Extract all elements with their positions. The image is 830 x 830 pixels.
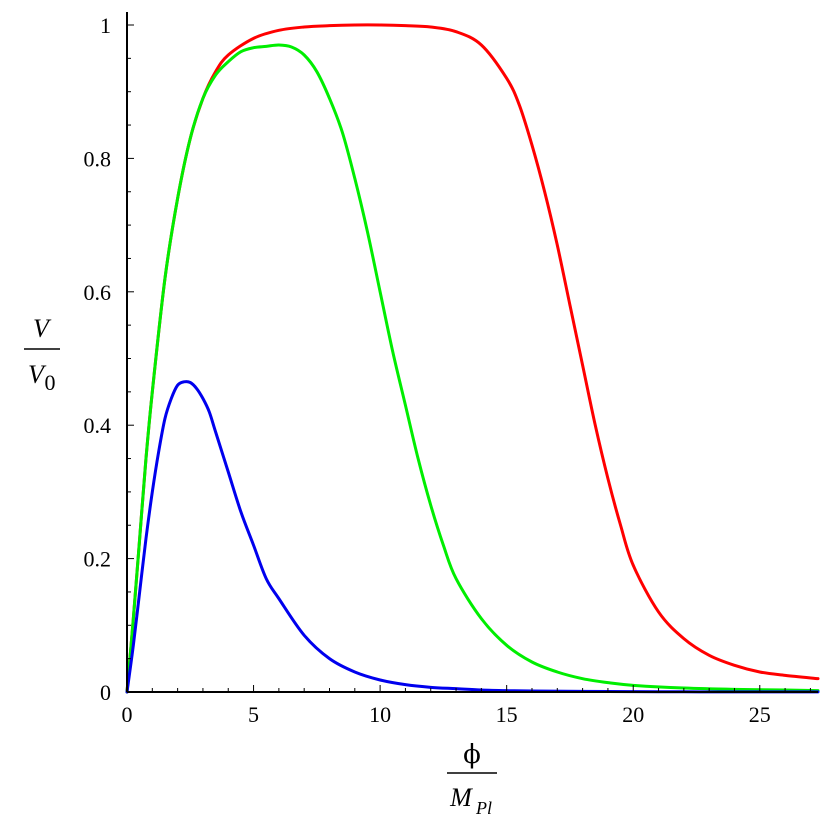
x-tick-label: 15 [496,702,518,727]
axes-layer [126,12,818,693]
y-tick-label: 0.6 [84,280,112,305]
x-tick-label: 25 [749,702,771,727]
curves-layer [125,23,820,694]
x-label-denominator: M [449,783,473,812]
y-tick-label: 0.2 [84,547,112,572]
y-tick-label: 1 [100,13,111,38]
series-red-line [125,23,820,694]
x-tick-label: 5 [248,702,259,727]
y-label-numerator: V [33,314,52,343]
x-tick-label: 20 [622,702,644,727]
y-tick-label: 0 [100,680,111,705]
x-label-denominator-subscript: Pl [475,798,492,818]
y-label-denominator-subscript: 0 [45,370,56,395]
x-tick-label: 0 [122,702,133,727]
x-label-numerator: ϕ [463,740,481,770]
x-axis-label: ϕ M Pl [447,740,497,818]
x-tick-label: 10 [369,702,391,727]
y-tick-label: 0.4 [84,413,112,438]
series-green-line [125,43,820,694]
y-axis-label: V V 0 [24,314,60,395]
y-label-denominator: V [28,360,47,389]
series-blue-line [125,380,820,694]
y-tick-label: 0.8 [84,146,112,171]
ticks-layer: 0 5 10 15 20 25 0 0.2 0.4 0.6 0.8 1 [84,13,811,727]
